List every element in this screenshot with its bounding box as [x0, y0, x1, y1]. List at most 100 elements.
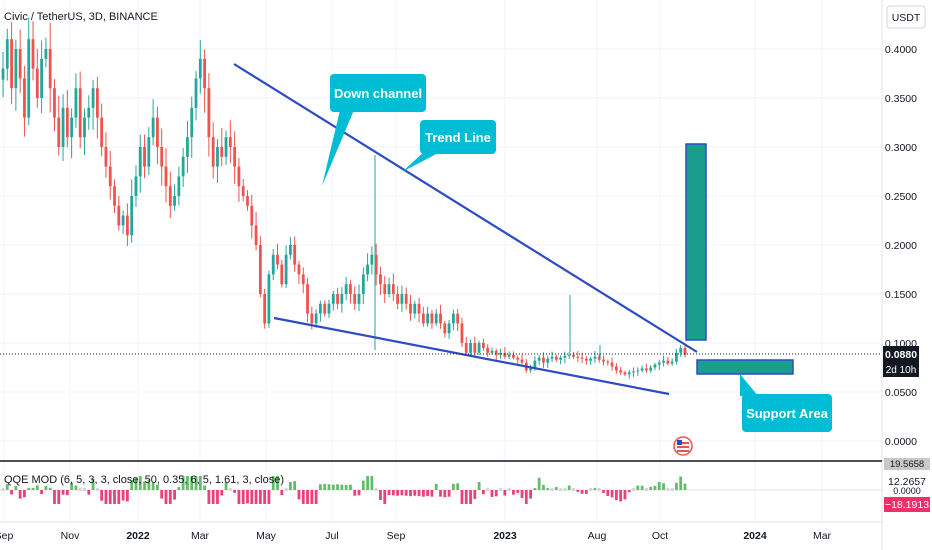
qqe-bar	[65, 490, 69, 496]
callout-support-area[interactable]: Support Area	[740, 374, 832, 432]
qqe-bar	[31, 487, 35, 490]
trend-line-upper[interactable]	[233, 63, 698, 353]
candle-body	[224, 137, 228, 157]
candle-body	[228, 137, 232, 147]
qqe-bar	[597, 488, 601, 491]
main-pane[interactable]	[0, 0, 882, 460]
trend-line-lower[interactable]	[273, 316, 670, 396]
candle-body	[503, 352, 507, 357]
price-tick-label: 0.3000	[885, 142, 917, 154]
candle-body	[95, 88, 99, 118]
candle-body	[421, 313, 425, 324]
currency-badge[interactable]: USDT	[886, 5, 926, 29]
candle-body	[314, 313, 318, 324]
candle-body	[177, 176, 181, 196]
candle-body	[280, 264, 284, 285]
qqe-bar	[451, 483, 455, 490]
candle-body	[173, 196, 176, 206]
callout-trend-line[interactable]: Trend Line	[402, 120, 496, 172]
qqe-bar	[327, 484, 331, 490]
indicator-label[interactable]: QQE MOD (6, 5, 3, 3, close, 50, 0.35, 6,…	[4, 474, 284, 486]
time-tick-label: Sep	[387, 530, 406, 542]
qqe-bar	[271, 476, 275, 490]
candle-body	[602, 359, 605, 362]
qqe-bar	[353, 490, 357, 496]
time-tick-label: 2024	[743, 530, 767, 542]
qqe-bar	[288, 482, 292, 490]
candle-body	[44, 49, 48, 59]
qqe-bar	[125, 490, 129, 502]
candle-body	[606, 361, 610, 363]
qqe-bar	[563, 488, 567, 491]
qqe-bar	[220, 490, 224, 496]
qqe-bar	[297, 490, 301, 500]
callout-down-channel[interactable]: Down channel	[322, 74, 426, 186]
qqe-bar	[113, 490, 116, 504]
candle-body	[331, 294, 335, 304]
target-projection-box[interactable]	[685, 143, 707, 341]
candle-body	[507, 354, 511, 357]
qqe-bar	[494, 490, 498, 497]
callout-trend-line-text: Trend Line	[425, 130, 491, 145]
candle-body	[683, 347, 687, 355]
qqe-bar	[503, 490, 507, 496]
us-flag-icon[interactable]	[673, 436, 693, 456]
price-grid	[0, 0, 882, 522]
qqe-bar	[370, 476, 374, 490]
qqe-bar	[391, 490, 395, 496]
qqe-bar	[284, 488, 288, 491]
candle-body	[35, 68, 39, 98]
candle-body	[554, 356, 558, 360]
candle-body	[65, 107, 69, 138]
qqe-bar	[447, 490, 451, 497]
qqe-bar	[542, 485, 545, 490]
qqe-bar	[156, 484, 159, 490]
qqe-bar	[627, 490, 631, 493]
qqe-bar	[250, 490, 254, 504]
qqe-bar	[580, 490, 584, 494]
current-price-text: 0.0880	[885, 349, 917, 361]
qqe-bar	[198, 476, 202, 490]
candle-body	[27, 39, 31, 118]
candle-body	[537, 357, 541, 361]
candle-body	[301, 274, 305, 285]
qqe-bar	[619, 490, 623, 502]
candle-body	[464, 343, 468, 353]
qqe-bar	[439, 490, 442, 497]
candle-body	[589, 358, 593, 361]
candle-body	[70, 117, 74, 138]
candle-body	[293, 245, 297, 265]
candle-body	[254, 225, 258, 245]
qqe-bar	[576, 490, 580, 492]
candle-body	[516, 357, 520, 360]
qqe-bar	[430, 490, 434, 497]
candle-body	[482, 343, 485, 348]
support-zone-box[interactable]	[696, 359, 794, 375]
candle-body	[451, 313, 455, 324]
qqe-bar	[614, 490, 618, 500]
price-tick-label: 0.1500	[885, 289, 917, 301]
time-axis-ticks[interactable]: Sep Nov 2022 Mar May Jul Sep 2023 Aug Oct 2024 Mar	[0, 530, 832, 542]
candle-body	[246, 196, 249, 206]
candle-body	[619, 370, 623, 373]
candle-body	[336, 294, 339, 304]
qqe-bar	[383, 490, 387, 504]
candle-body	[198, 58, 202, 79]
qqe-bar	[134, 478, 138, 490]
qqe-bar	[477, 482, 481, 490]
candle-body	[580, 357, 584, 359]
qqe-bar	[537, 477, 541, 490]
qqe-bar	[486, 488, 490, 491]
qqe-bar	[374, 488, 378, 491]
candle-body	[220, 147, 224, 157]
current-price-badge[interactable]: 0.0880 2d 10h	[883, 346, 919, 377]
qqe-bar	[533, 488, 537, 490]
candle-body	[160, 147, 164, 167]
candle-body	[546, 358, 550, 363]
qqe-bar	[44, 486, 48, 490]
candle-body	[156, 117, 159, 147]
symbol-label[interactable]: Civic / TetherUS, 3D, BINANCE	[4, 11, 158, 23]
qqe-bar	[138, 476, 142, 490]
price-tick-label: 0.3500	[885, 93, 917, 105]
